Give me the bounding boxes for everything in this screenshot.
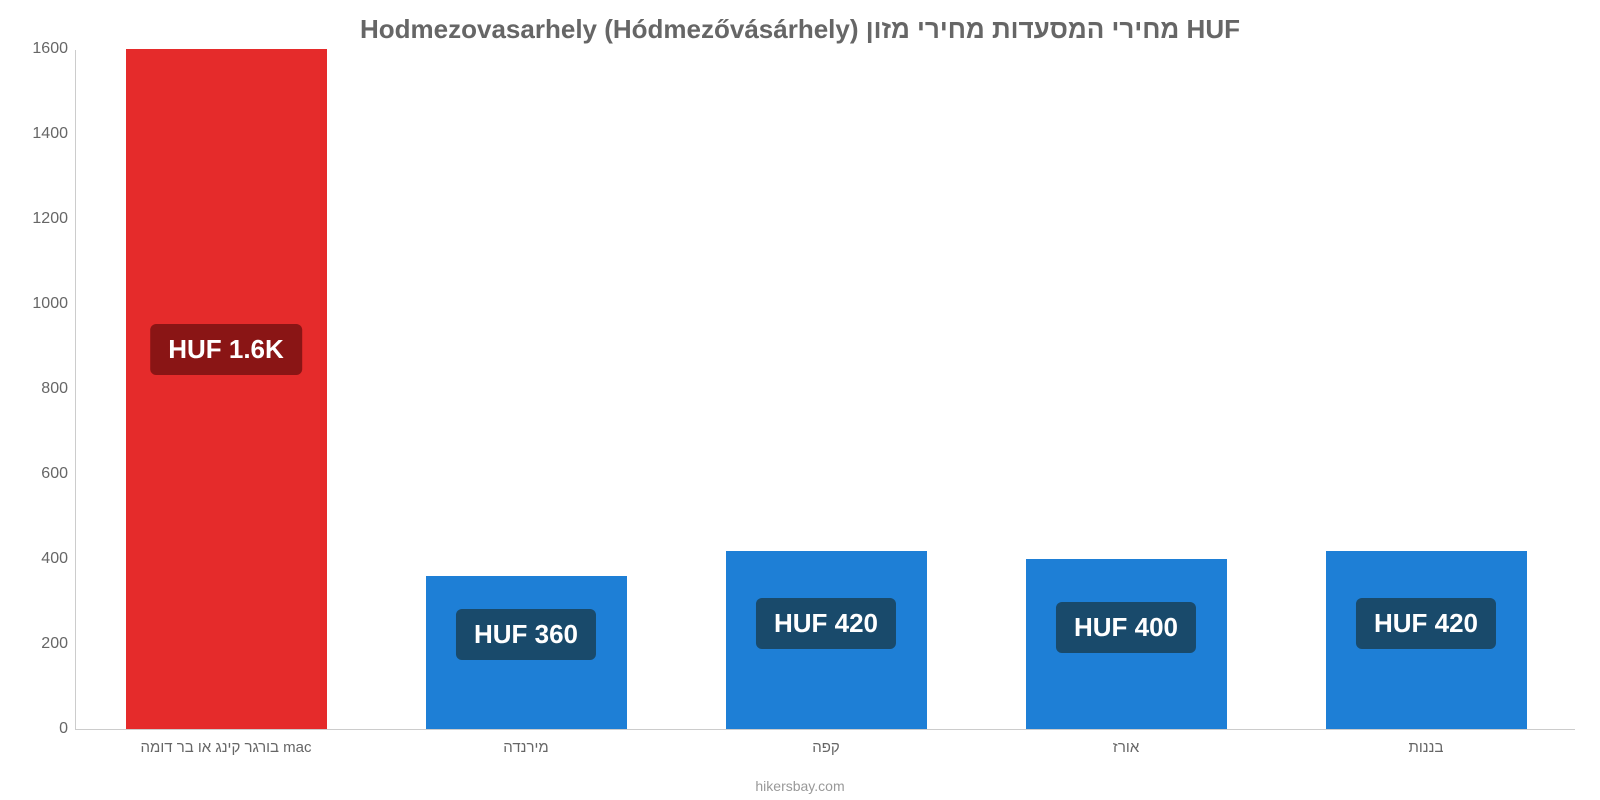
x-tick: מירנדה bbox=[503, 739, 548, 756]
x-tick: אורז bbox=[1113, 739, 1139, 756]
bar-value-label: HUF 400 bbox=[1056, 602, 1196, 653]
y-tick: 800 bbox=[41, 380, 68, 398]
x-tick: בננות bbox=[1409, 739, 1444, 756]
chart-title: Hodmezovasarhely (Hódmezővásárhely) מחיר… bbox=[0, 0, 1600, 45]
plot-area: 02004006008001000120014001600HUF 1.6Kבור… bbox=[75, 50, 1575, 730]
bar-value-label: HUF 420 bbox=[1356, 598, 1496, 649]
bar-value-label: HUF 1.6K bbox=[150, 324, 302, 375]
y-tick: 1200 bbox=[32, 210, 68, 228]
bar-value-label: HUF 420 bbox=[756, 598, 896, 649]
y-tick: 1600 bbox=[32, 40, 68, 58]
bar-value-label: HUF 360 bbox=[456, 609, 596, 660]
y-tick: 0 bbox=[59, 720, 68, 738]
x-tick: בורגר קינג או בר דומה mac bbox=[141, 739, 312, 756]
y-tick: 200 bbox=[41, 635, 68, 653]
y-tick: 400 bbox=[41, 550, 68, 568]
footer-credit: hikersbay.com bbox=[755, 778, 844, 794]
y-tick: 1000 bbox=[32, 295, 68, 313]
y-tick: 600 bbox=[41, 465, 68, 483]
chart-container: Hodmezovasarhely (Hódmezővásárhely) מחיר… bbox=[0, 0, 1600, 800]
y-tick: 1400 bbox=[32, 125, 68, 143]
x-tick: קפה bbox=[812, 739, 840, 756]
bar bbox=[126, 49, 327, 729]
